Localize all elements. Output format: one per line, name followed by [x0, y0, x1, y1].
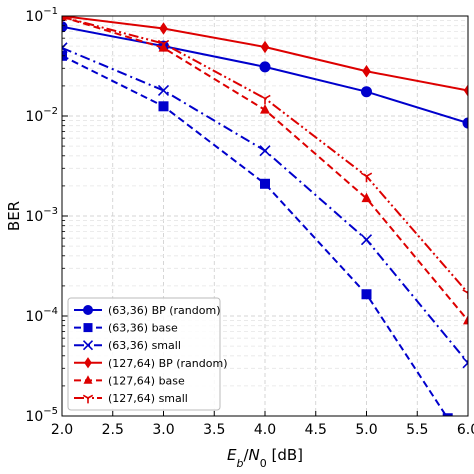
x-tick-label: 3.5: [203, 422, 225, 438]
legend-label: (63,36) BP (random): [108, 304, 221, 317]
y-tick-label: 10−1: [25, 6, 58, 25]
data-point: [259, 61, 271, 73]
data-point: [360, 234, 373, 246]
y-tick-label: 10−3: [25, 206, 58, 225]
y-tick-label: 10−4: [25, 306, 58, 325]
x-tick-label: 5.5: [406, 422, 428, 438]
data-point: [361, 192, 372, 203]
legend-marker: [84, 357, 92, 369]
legend-marker: [83, 375, 93, 384]
legend-label: (127,64) BP (random): [108, 357, 228, 370]
data-point: [260, 104, 270, 114]
x-tick-label: 4.0: [254, 422, 276, 438]
y-tick-label: 10−5: [25, 406, 58, 425]
x-tick-label: 2.5: [102, 422, 124, 438]
series-5: [62, 16, 468, 325]
x-axis-title-b: b: [236, 457, 243, 470]
x-tick-label: 4.5: [305, 422, 327, 438]
legend-entry: (127,64) BP (random): [74, 357, 228, 370]
legend-marker: [82, 394, 94, 404]
series-layer: [62, 16, 468, 416]
x-tick-label: 5.0: [355, 422, 377, 438]
data-point: [462, 357, 468, 369]
data-point: [463, 314, 468, 325]
legend-entry: (63,36) base: [74, 322, 178, 335]
y-axis-title: BER: [5, 201, 23, 231]
data-point: [260, 40, 270, 54]
ticks: 2.0 2.5 3.0 3.5 4.0 4.5 5.0 5.5 6.0 10−1 10−2 10−3 1…: [25, 6, 474, 438]
data-point: [259, 94, 271, 105]
legend-label: (127,64) small: [108, 392, 188, 405]
legend-label: (63,36) small: [108, 339, 181, 352]
grid: [61, 15, 469, 416]
data-point: [259, 145, 271, 157]
legend-label: (127,64) base: [108, 374, 185, 387]
x-tick-label: 6.0: [457, 422, 474, 438]
data-point: [158, 101, 169, 112]
x-axis-title-unit: [dB]: [267, 446, 303, 464]
legend-entry: (63,36) small: [74, 339, 181, 352]
data-point: [159, 22, 168, 35]
data-point: [362, 65, 371, 78]
data-point: [62, 21, 68, 33]
data-point: [361, 86, 372, 98]
x-axis-title-slash: /: [243, 446, 249, 464]
legend: (63,36) BP (random) (63,36) base (63,36) s…: [67, 297, 228, 411]
x-axis-title-n: N: [249, 446, 260, 464]
legend-entry: (127,64) small: [74, 392, 188, 405]
data-point: [157, 84, 170, 97]
data-point: [361, 289, 372, 300]
legend-marker: [82, 340, 94, 351]
legend-marker: [83, 323, 93, 333]
y-tick-label: 10−2: [25, 106, 58, 125]
x-tick-label: 3.0: [152, 422, 174, 438]
legend-entry: (63,36) BP (random): [74, 304, 221, 317]
x-axis-title-zero: 0: [260, 457, 267, 470]
x-tick-label: 2.0: [51, 422, 73, 438]
data-point: [442, 413, 453, 416]
data-point: [260, 178, 270, 189]
legend-box: [67, 297, 221, 411]
legend-label: (63,36) base: [108, 322, 178, 335]
data-point: [462, 289, 468, 299]
legend-entry: (127,64) base: [74, 374, 185, 387]
data-point: [360, 172, 373, 183]
series-line: [62, 54, 448, 416]
data-point: [157, 39, 170, 50]
data-point: [62, 42, 68, 54]
data-point: [462, 117, 468, 129]
legend-marker: [83, 305, 93, 315]
data-point: [463, 84, 468, 97]
x-axis-title: Eb/N0 [dB]: [227, 446, 303, 470]
x-axis-title-e: E: [227, 446, 237, 464]
series-4: [62, 16, 468, 97]
series-3: [62, 42, 468, 369]
